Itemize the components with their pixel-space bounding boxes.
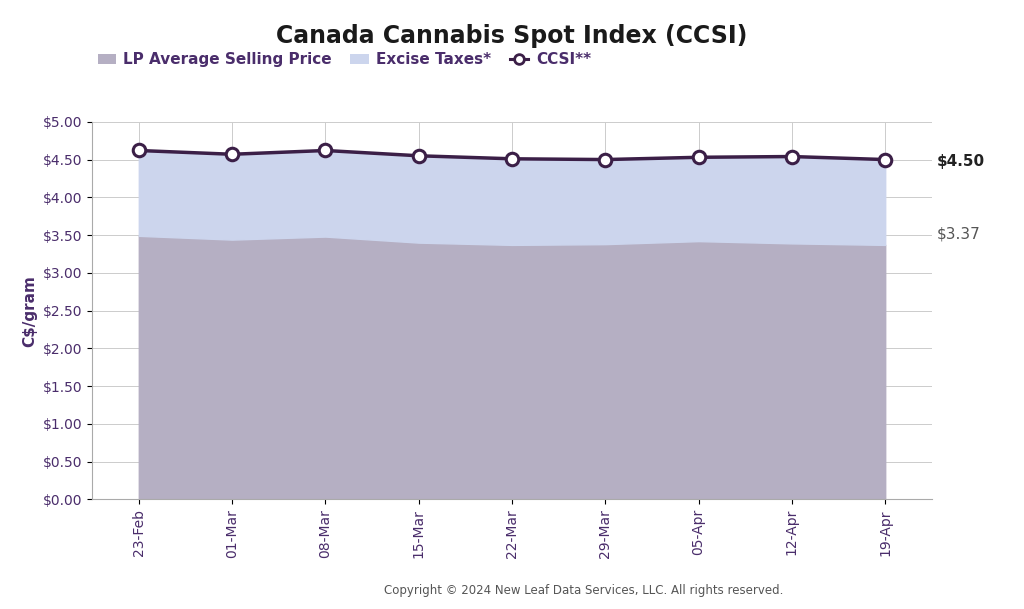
Text: Canada Cannabis Spot Index (CCSI): Canada Cannabis Spot Index (CCSI) <box>276 24 748 48</box>
Legend: LP Average Selling Price, Excise Taxes*, CCSI**: LP Average Selling Price, Excise Taxes*,… <box>91 46 597 74</box>
Text: $3.37: $3.37 <box>937 227 981 242</box>
Y-axis label: C$/gram: C$/gram <box>23 275 37 347</box>
Text: Copyright © 2024 New Leaf Data Services, LLC. All rights reserved.: Copyright © 2024 New Leaf Data Services,… <box>384 584 783 597</box>
Text: $4.50: $4.50 <box>937 154 985 169</box>
